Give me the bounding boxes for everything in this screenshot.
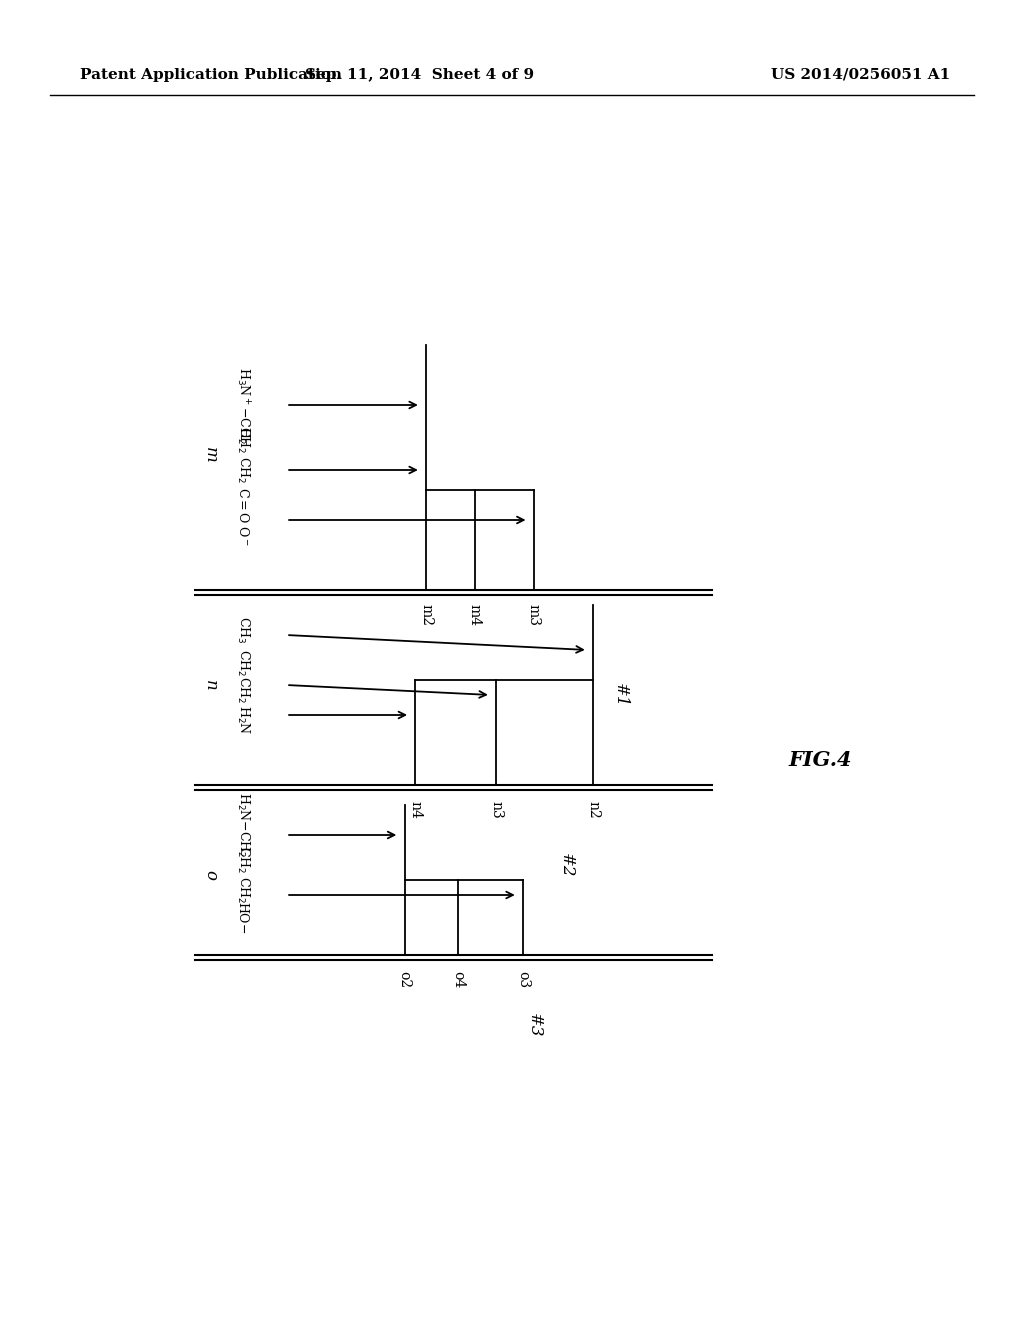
Text: FIG.4: FIG.4 (788, 750, 852, 770)
Text: Sep. 11, 2014  Sheet 4 of 9: Sep. 11, 2014 Sheet 4 of 9 (305, 69, 535, 82)
Text: n3: n3 (489, 801, 503, 818)
Text: Patent Application Publication: Patent Application Publication (80, 69, 342, 82)
Text: H$_2$N: H$_2$N (236, 705, 251, 735)
Text: #2: #2 (558, 853, 574, 878)
Text: H$_3$N$^+$$-$CH$_2$: H$_3$N$^+$$-$CH$_2$ (234, 367, 252, 444)
Text: n2: n2 (586, 801, 600, 818)
Text: CH$_2$: CH$_2$ (236, 846, 251, 874)
Text: n4: n4 (409, 801, 422, 818)
Text: O$^-$: O$^-$ (237, 525, 250, 545)
Text: o3: o3 (516, 972, 530, 989)
Text: n: n (203, 680, 219, 690)
Text: CH$_3$: CH$_3$ (236, 616, 251, 644)
Text: CH$_2$: CH$_2$ (236, 649, 251, 677)
Text: C$=$O: C$=$O (237, 487, 250, 523)
Text: CH$_2$: CH$_2$ (236, 457, 251, 483)
Text: #3: #3 (525, 1012, 543, 1038)
Text: CH$_2$: CH$_2$ (236, 426, 251, 454)
Text: m: m (203, 447, 219, 463)
Text: o: o (203, 870, 219, 880)
Text: HO$-$: HO$-$ (237, 900, 250, 933)
Text: CH$_2$: CH$_2$ (236, 876, 251, 904)
Text: H$_2$N$-$CH$_2$: H$_2$N$-$CH$_2$ (236, 792, 251, 858)
Text: #1: #1 (611, 682, 629, 708)
Text: m4: m4 (468, 605, 481, 626)
Text: m3: m3 (526, 605, 541, 626)
Text: US 2014/0256051 A1: US 2014/0256051 A1 (771, 69, 950, 82)
Text: o4: o4 (452, 972, 466, 989)
Text: o2: o2 (397, 972, 412, 989)
Text: CH$_2$: CH$_2$ (236, 676, 251, 704)
Text: m2: m2 (419, 605, 433, 626)
